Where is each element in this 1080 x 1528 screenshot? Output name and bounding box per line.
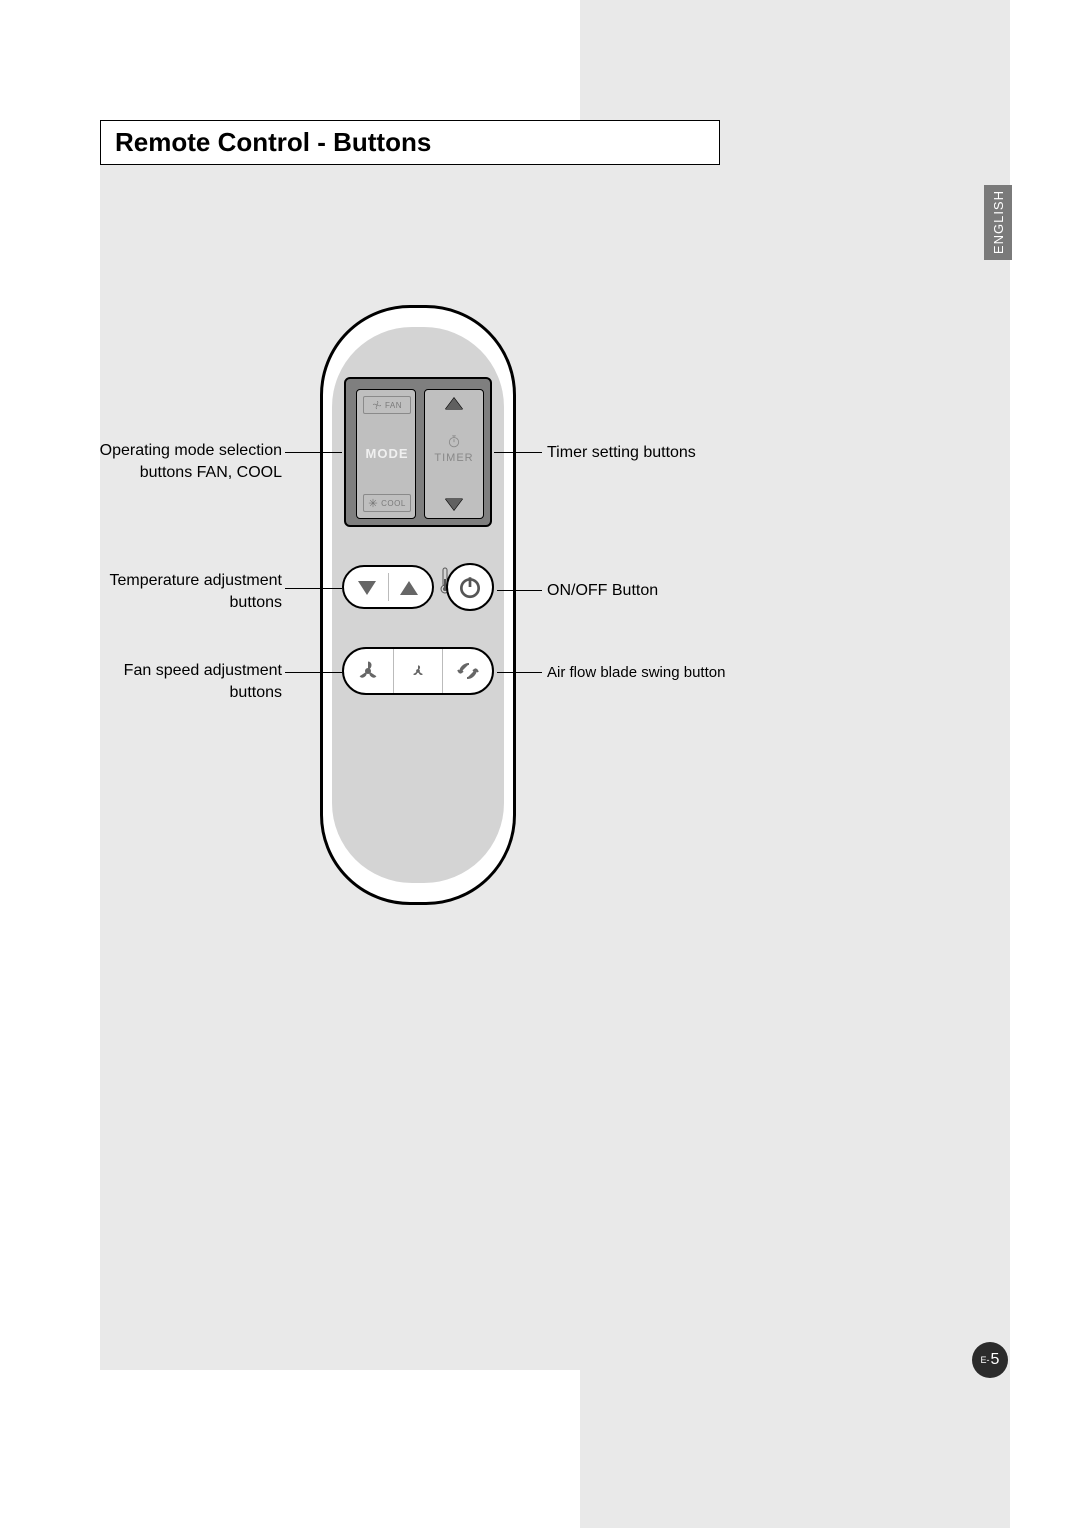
language-tab: ENGLISH bbox=[984, 185, 1012, 260]
page-number: 5 bbox=[991, 1351, 1000, 1369]
callout-temp-line1: Temperature adjustment bbox=[109, 572, 282, 589]
leader-timer bbox=[494, 452, 542, 453]
timer-column: TIMER bbox=[424, 389, 484, 519]
mode-label: MODE bbox=[363, 446, 411, 461]
cool-label: COOL bbox=[381, 499, 406, 508]
fan-blade-large-icon bbox=[356, 659, 380, 683]
fan-swing-row bbox=[342, 647, 494, 695]
leader-temp bbox=[285, 588, 342, 589]
temperature-power-row bbox=[342, 563, 494, 613]
power-icon bbox=[457, 574, 483, 600]
swing-button bbox=[442, 649, 492, 693]
callout-mode: Operating mode selection buttons FAN, CO… bbox=[92, 440, 282, 483]
fan-speed-high-button bbox=[344, 649, 393, 693]
callout-mode-line1: Operating mode selection bbox=[100, 442, 282, 459]
callout-temp: Temperature adjustment buttons bbox=[92, 570, 282, 613]
callout-power-text: ON/OFF Button bbox=[547, 582, 658, 599]
temp-up-icon bbox=[400, 581, 418, 595]
temp-divider bbox=[388, 573, 389, 601]
mode-column: FAN MODE COOL bbox=[356, 389, 416, 519]
lcd-panel: FAN MODE COOL TIMER bbox=[344, 377, 492, 527]
language-label: ENGLISH bbox=[991, 190, 1006, 254]
leader-fan bbox=[285, 672, 342, 673]
leader-power bbox=[497, 590, 542, 591]
timer-clock-icon bbox=[447, 434, 461, 453]
callout-temp-line2: buttons bbox=[230, 594, 282, 611]
fan-label: FAN bbox=[385, 401, 402, 410]
timer-up-icon bbox=[445, 398, 463, 410]
callout-power: ON/OFF Button bbox=[547, 580, 767, 602]
callout-swing: Air flow blade swing button bbox=[547, 663, 787, 683]
callout-swing-text: Air flow blade swing button bbox=[547, 664, 725, 681]
page-title: Remote Control - Buttons bbox=[115, 127, 431, 158]
page-number-prefix: E- bbox=[981, 1355, 990, 1365]
fan-mode-indicator: FAN bbox=[363, 396, 411, 414]
swing-icon bbox=[456, 659, 480, 683]
callout-timer: Timer setting buttons bbox=[547, 442, 767, 464]
fan-speed-low-button bbox=[393, 649, 443, 693]
page: Remote Control - Buttons ENGLISH FAN MOD… bbox=[0, 0, 1080, 1528]
fan-icon bbox=[372, 400, 382, 410]
temp-down-icon bbox=[358, 581, 376, 595]
power-button bbox=[446, 563, 494, 611]
leader-mode bbox=[285, 452, 342, 453]
page-number-badge: E- 5 bbox=[972, 1342, 1008, 1378]
callout-fan-line2: buttons bbox=[230, 684, 282, 701]
callout-mode-line2: buttons FAN, COOL bbox=[140, 464, 282, 481]
callout-fan-line1: Fan speed adjustment bbox=[124, 662, 282, 679]
snowflake-icon bbox=[368, 498, 378, 508]
remote-illustration: FAN MODE COOL TIMER bbox=[320, 305, 516, 905]
timer-label: TIMER bbox=[425, 452, 483, 464]
title-box: Remote Control - Buttons bbox=[100, 120, 720, 165]
cool-mode-indicator: COOL bbox=[363, 494, 411, 512]
leader-swing bbox=[497, 672, 542, 673]
callout-timer-text: Timer setting buttons bbox=[547, 444, 696, 461]
temperature-buttons bbox=[342, 565, 434, 609]
fan-blade-small-icon bbox=[409, 662, 427, 680]
callout-fan: Fan speed adjustment buttons bbox=[92, 660, 282, 703]
timer-down-icon bbox=[445, 498, 463, 510]
